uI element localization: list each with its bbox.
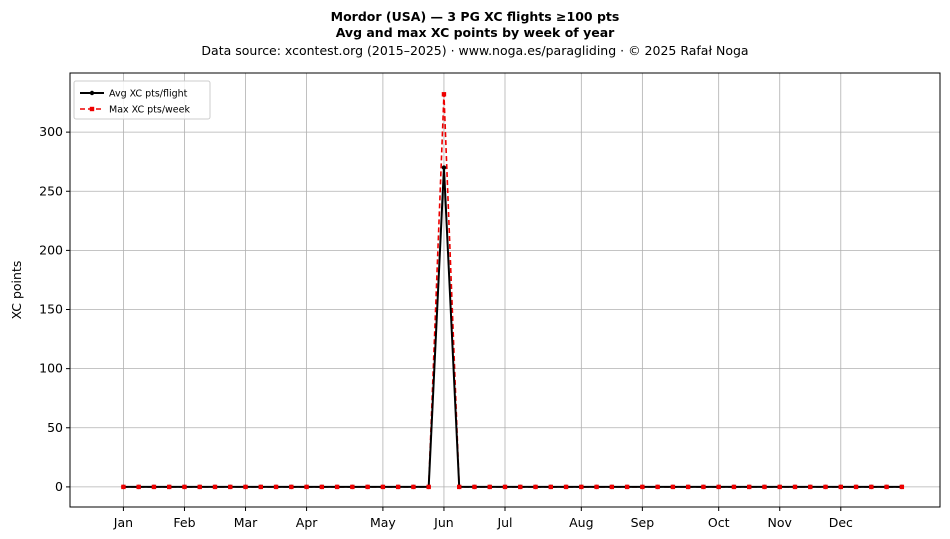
max-point — [228, 484, 233, 490]
y-tick-label: 250 — [39, 183, 63, 198]
avg-point — [441, 165, 447, 170]
max-point — [548, 484, 553, 490]
max-point — [304, 484, 309, 490]
max-point — [518, 484, 523, 490]
x-tick-label: Mar — [234, 515, 258, 530]
max-point — [289, 484, 294, 490]
max-point — [167, 484, 172, 490]
max-point — [777, 484, 782, 490]
x-tick-label: Jan — [113, 515, 133, 530]
y-tick-label: 100 — [39, 361, 63, 376]
max-point — [182, 484, 187, 490]
max-point — [487, 484, 492, 490]
max-point — [395, 484, 401, 490]
max-point — [472, 484, 477, 490]
legend-box — [73, 80, 211, 120]
chart-source-note: Data source: xcontest.org (2015–2025) · … — [201, 43, 749, 58]
y-tick-label: 200 — [39, 242, 63, 257]
max-point — [838, 484, 843, 490]
max-point — [823, 484, 828, 490]
max-point — [853, 484, 859, 490]
max-point — [655, 484, 660, 490]
x-tick-label: Jul — [496, 515, 512, 530]
x-tick-label: Jun — [433, 515, 454, 530]
y-tick-label: 0 — [55, 479, 63, 494]
x-tick-label: Sep — [631, 515, 655, 530]
max-point — [701, 484, 706, 490]
max-point — [869, 484, 874, 490]
max-point — [243, 484, 248, 490]
max-point — [594, 484, 599, 490]
max-point — [792, 484, 798, 490]
max-point — [457, 484, 462, 490]
y-axis-label: XC points — [9, 261, 24, 320]
max-point — [319, 484, 325, 490]
max-point — [273, 484, 279, 490]
chart-title: Mordor (USA) — 3 PG XC flights ≥100 pts — [330, 9, 620, 24]
max-point — [212, 484, 218, 490]
legend: Avg XC pts/flight Max XC pts/week — [73, 80, 211, 120]
max-point — [121, 484, 126, 490]
max-point — [533, 484, 538, 490]
legend-marker-max — [89, 106, 95, 112]
legend-label-max: Max XC pts/week — [109, 105, 190, 116]
x-tick-label: Nov — [768, 515, 793, 530]
max-point — [426, 484, 431, 490]
axes: 0 50 100 150 200 250 300 Jan Feb Mar Apr May Jun Jul A… — [9, 72, 941, 530]
max-point — [670, 484, 676, 490]
max-point — [685, 484, 691, 490]
chart-subtitle: Avg and max XC points by week of year — [335, 25, 615, 40]
max-point — [502, 484, 508, 490]
max-point — [563, 484, 569, 490]
max-point — [884, 484, 889, 490]
max-point — [258, 484, 263, 490]
max-point — [365, 484, 370, 490]
max-point — [762, 484, 767, 490]
y-tick-label: 150 — [39, 302, 63, 317]
max-point — [624, 484, 630, 490]
legend-label-avg: Avg XC pts/flight — [109, 89, 188, 100]
max-point — [441, 92, 447, 97]
y-tick-label: 50 — [47, 420, 63, 435]
max-point — [579, 484, 584, 490]
max-point — [640, 484, 645, 490]
legend-marker-avg — [89, 90, 95, 96]
max-point — [808, 484, 813, 490]
x-tick-label: Dec — [829, 515, 853, 530]
max-point — [747, 484, 752, 490]
max-point — [151, 484, 157, 490]
x-tick-label: Feb — [173, 515, 195, 530]
max-point — [731, 484, 737, 490]
max-point — [380, 484, 386, 490]
max-point — [716, 484, 721, 490]
x-tick-label: May — [370, 515, 396, 530]
max-point — [609, 484, 615, 490]
max-point — [350, 484, 355, 490]
series-group — [121, 92, 905, 490]
max-point — [136, 484, 141, 490]
y-tick-label: 300 — [39, 124, 63, 139]
grid-lines — [70, 73, 940, 507]
x-tick-label: Apr — [296, 515, 318, 530]
max-point — [899, 484, 905, 490]
max-point — [411, 484, 416, 490]
x-tick-label: Aug — [569, 515, 593, 530]
x-tick-label: Oct — [708, 515, 730, 530]
max-point — [334, 484, 340, 490]
max-point — [197, 484, 202, 490]
series-line-avg-xc-pts-flight — [123, 167, 902, 488]
